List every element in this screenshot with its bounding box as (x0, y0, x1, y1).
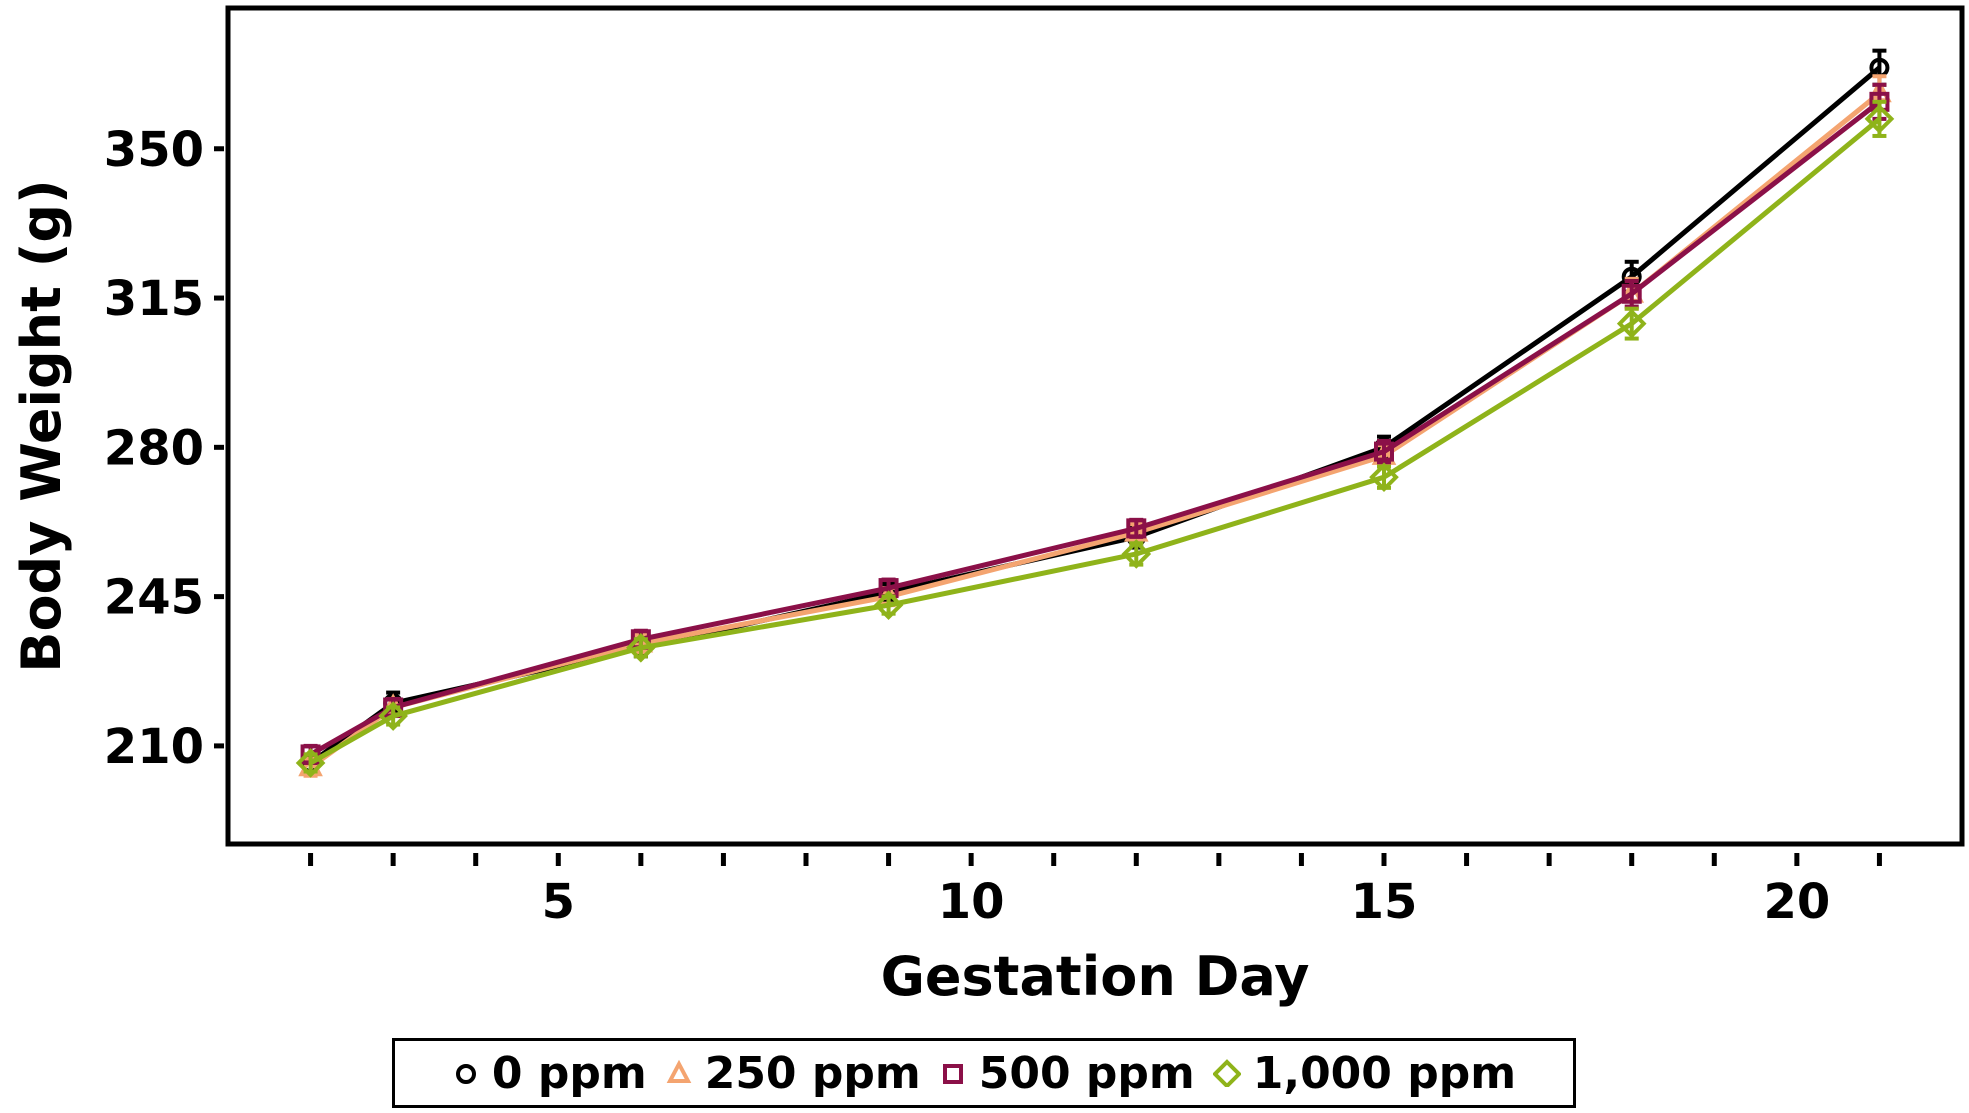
legend-label: 1,000 ppm (1252, 1047, 1517, 1099)
series-circle (300, 48, 1890, 774)
legend-item: 0 ppm (452, 1048, 647, 1099)
triangle-marker-icon (666, 1059, 692, 1083)
legend: 0 ppm 250 ppm 500 ppm 1,000 ppm (392, 1038, 1576, 1108)
series-line (309, 99, 1881, 757)
x-tick-label: 20 (1763, 874, 1830, 930)
square-marker-icon (942, 1064, 963, 1084)
y-tick-label: 315 (104, 271, 204, 327)
legend-label: 0 ppm (491, 1047, 647, 1099)
x-axis-label: Gestation Day (881, 945, 1310, 1008)
data-point (1616, 308, 1647, 339)
y-tick-label: 280 (104, 420, 204, 476)
y-tick-label: 350 (104, 122, 204, 178)
data-point (1621, 283, 1642, 304)
series-diamond (295, 99, 1895, 778)
legend-marker (666, 1059, 692, 1083)
legend-label: 500 ppm (978, 1047, 1195, 1099)
series-layer (295, 48, 1895, 778)
legend-marker (455, 1064, 476, 1084)
data-point (1369, 462, 1399, 493)
series-square (300, 82, 1890, 765)
data-point (626, 632, 656, 663)
x-tick-label: 5 (542, 874, 575, 930)
series-line (309, 116, 1882, 766)
data-point (1374, 441, 1394, 462)
diamond-marker-icon (1212, 1059, 1241, 1087)
legend-item: 250 ppm (665, 1048, 921, 1099)
x-tick-label: 15 (1351, 874, 1418, 930)
y-tick-label: 245 (104, 570, 204, 626)
legend-item: 500 ppm (939, 1048, 1195, 1099)
data-point (295, 748, 326, 778)
x-axis: 5 10 15 20 (308, 853, 1882, 930)
series-line (309, 65, 1882, 765)
data-point (1126, 518, 1147, 539)
legend-label: 250 ppm (704, 1047, 921, 1099)
data-point (1121, 539, 1152, 569)
x-tick-label: 10 (938, 874, 1005, 930)
y-axis-label: Body Weight (g) (10, 179, 73, 672)
data-point (873, 590, 904, 620)
plot-area-frame (225, 5, 1965, 847)
legend-item: 1,000 ppm (1212, 1047, 1517, 1099)
legend-marker (1212, 1059, 1241, 1087)
circle-marker-icon (455, 1064, 476, 1084)
y-tick-label: 210 (104, 719, 204, 775)
series-triangle (298, 74, 1892, 778)
data-point (378, 701, 408, 731)
legend-marker (942, 1064, 963, 1084)
y-axis: 210 245 280 315 350 (104, 122, 224, 775)
data-point (1864, 104, 1895, 134)
